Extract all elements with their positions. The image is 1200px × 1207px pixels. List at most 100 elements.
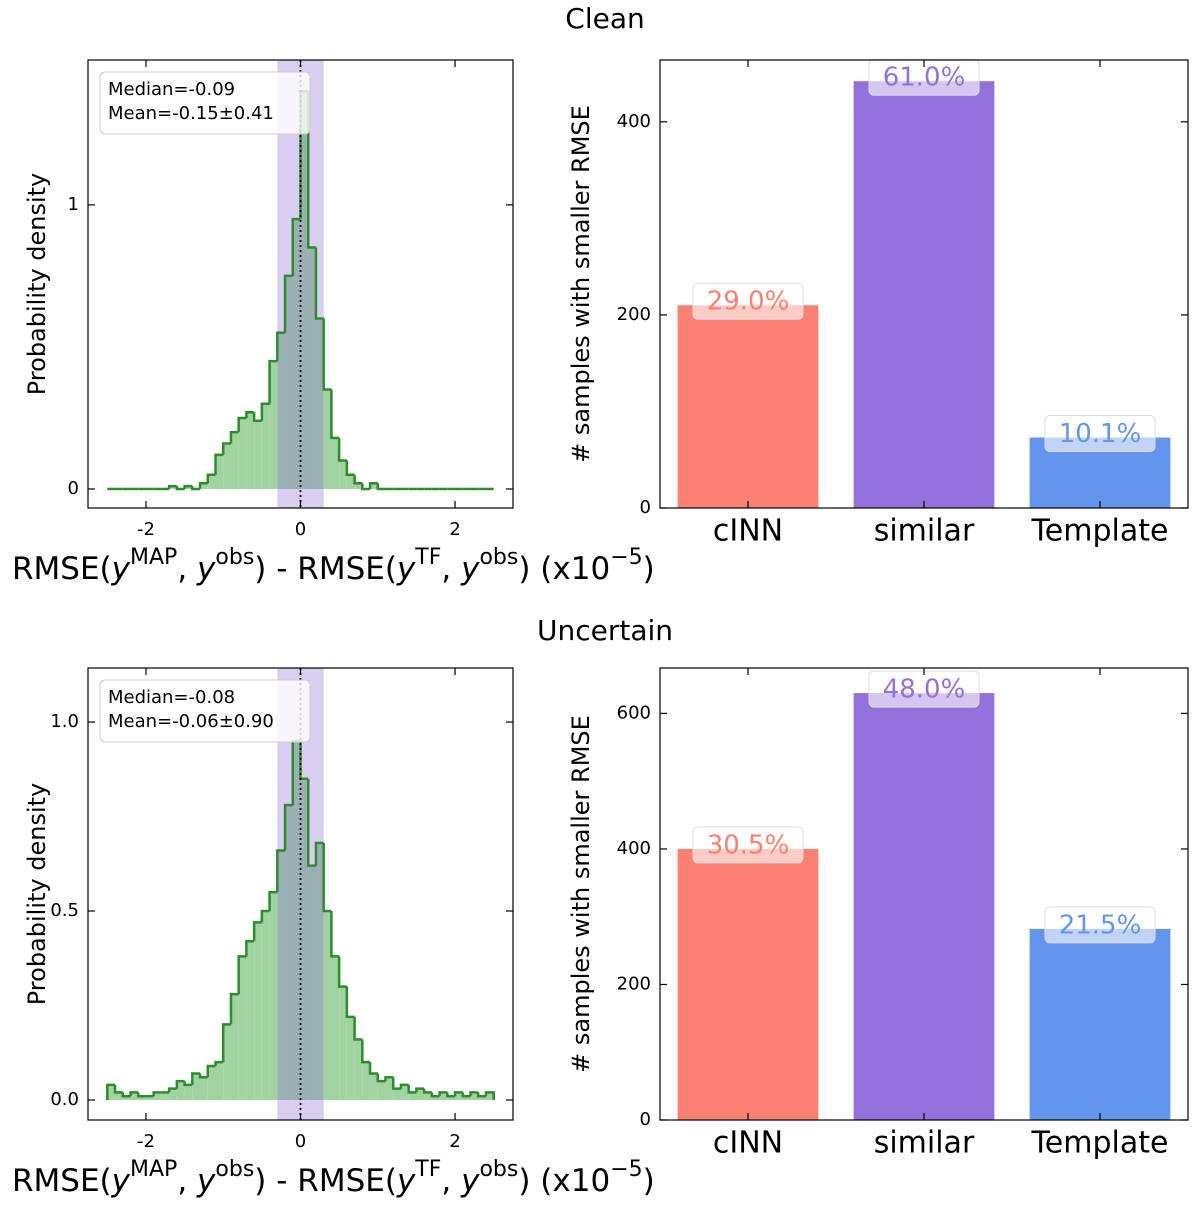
histogram-bin [370, 1073, 378, 1100]
histogram-step [167, 484, 177, 489]
histogram-bin [238, 956, 247, 1100]
histogram-step [252, 921, 262, 942]
histogram-step [183, 484, 193, 489]
histogram-bin [485, 1092, 494, 1100]
histogram-step [198, 1073, 208, 1079]
histogram-bin [115, 1092, 123, 1100]
x-axis-label-part: , [177, 1163, 197, 1199]
histogram-bin [230, 432, 239, 489]
histogram-step [237, 416, 247, 433]
histogram-step [368, 482, 378, 489]
x-axis-label-part: y [111, 551, 131, 587]
histogram-step [152, 1091, 162, 1097]
histogram-step [484, 1091, 495, 1100]
histogram-bin [169, 1088, 177, 1100]
row-title: Uncertain [537, 614, 673, 647]
histogram-bin [315, 318, 324, 489]
y-tick-label: 200 [617, 973, 651, 994]
x-tick-label: cINN [713, 1126, 783, 1161]
histogram-bin [261, 911, 270, 1100]
axes-frame [87, 667, 514, 1121]
histogram-bin [385, 1077, 394, 1100]
axes-frame [659, 667, 1189, 1121]
histogram-bin [455, 1092, 463, 1100]
histogram-step [337, 437, 347, 462]
histogram-bin [153, 1092, 162, 1100]
y-tick-label: 0 [68, 478, 79, 499]
histogram-step [376, 1073, 386, 1083]
histogram-bin [424, 1092, 432, 1100]
histogram-step [368, 1062, 378, 1075]
histogram-step [175, 1079, 185, 1089]
x-axis-label-part: −5 [610, 545, 642, 570]
histogram-bin [269, 892, 278, 1100]
bar [677, 305, 819, 508]
histogram-bin [370, 483, 378, 489]
histogram-bin [207, 474, 216, 489]
histogram-bin [230, 994, 239, 1100]
bar-label: 48.0% [883, 675, 966, 705]
x-axis-label-part: TF [414, 1157, 441, 1182]
histogram-bin [161, 1092, 170, 1100]
histogram-step [361, 483, 371, 491]
histogram-bin [246, 412, 255, 489]
x-axis-label-part: MAP [130, 545, 177, 570]
histogram-step [214, 453, 224, 475]
histogram-bin [377, 1081, 386, 1100]
histogram-step [237, 955, 247, 995]
x-axis-label-part: y [111, 1163, 131, 1199]
histogram-step [461, 1092, 471, 1098]
histogram-bin [408, 1092, 417, 1100]
histogram-bin [431, 1096, 440, 1100]
x-tick-label: -2 [137, 1131, 155, 1152]
x-axis-label-part: TF [414, 545, 441, 570]
x-axis-label-part: , [177, 551, 197, 587]
x-tick-label: 0 [295, 519, 306, 540]
histogram-step [314, 247, 324, 320]
histogram-bin [331, 437, 340, 489]
x-axis-label-part: y [196, 551, 216, 587]
histogram-bin [339, 460, 347, 489]
histogram-step [345, 460, 355, 477]
histogram-step [198, 482, 208, 489]
x-axis-label-part: obs [215, 1157, 254, 1182]
histogram-bin [354, 1039, 363, 1100]
x-axis-label-part: −5 [610, 1157, 642, 1182]
histogram-bin [138, 1096, 146, 1100]
x-axis-label-part: ) [643, 1163, 655, 1199]
y-axis-label: # samples with smaller RMSE [567, 715, 595, 1073]
bar [853, 693, 995, 1120]
x-axis-label-part: ) - RMSE( [254, 1163, 397, 1199]
histogram-step [430, 1092, 440, 1098]
histogram-bin [130, 1092, 139, 1100]
histogram-bin [354, 483, 363, 489]
axes-frame [659, 59, 1189, 509]
histogram-step [322, 842, 332, 913]
histogram-bin [277, 850, 286, 1100]
x-axis-label-part: obs [215, 545, 254, 570]
y-axis-label: # samples with smaller RMSE [567, 105, 595, 463]
bar [853, 81, 995, 508]
histogram-bin [238, 417, 247, 489]
histogram-step [322, 318, 332, 391]
x-tick-label: similar [874, 1126, 975, 1161]
histogram-bin [269, 361, 278, 489]
annotation: Median=-0.09 [108, 79, 235, 100]
x-axis-label-part: y [396, 551, 416, 587]
histogram-step [361, 1039, 371, 1064]
histogram-step [221, 1023, 231, 1063]
histogram-bin [346, 474, 355, 489]
y-tick-label: 0.5 [50, 900, 79, 921]
annotation-box [99, 71, 311, 135]
histogram-step [260, 402, 270, 421]
histogram-bin [339, 986, 347, 1100]
bar-label-box [692, 826, 804, 864]
x-tick-label: -2 [137, 519, 155, 540]
histogram-step [183, 1081, 193, 1087]
histogram-step [438, 1091, 448, 1097]
histogram-bin [478, 1096, 486, 1100]
y-tick-label: 400 [617, 838, 651, 859]
histogram-bin [223, 1024, 231, 1100]
histogram-bin [277, 332, 286, 489]
histogram-step [376, 483, 386, 491]
